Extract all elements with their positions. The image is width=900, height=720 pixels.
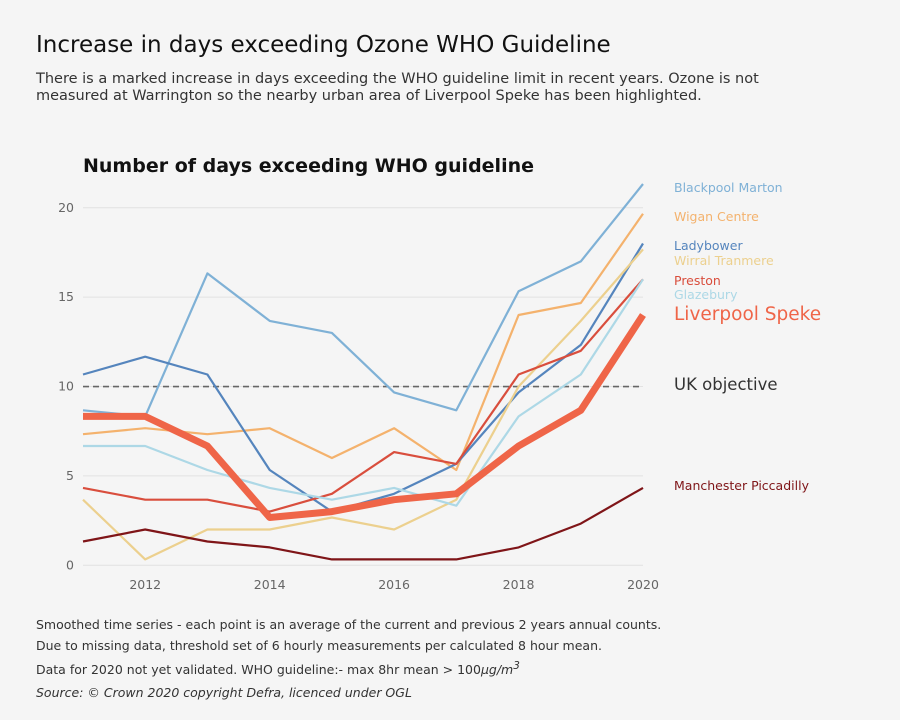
series-lines (82, 183, 646, 561)
series-label-preston: Preston (674, 273, 721, 288)
series-line-blackpool-marton (82, 183, 644, 418)
footnote-smoothing: Smoothed time series - each point is an … (36, 617, 662, 632)
source-credit: Source: © Crown 2020 copyright Defra, li… (36, 685, 412, 701)
series-label-liverpool-speke: Liverpool Speke (674, 304, 821, 325)
x-tick-label: 2016 (378, 577, 410, 592)
series-label-blackpool-marton: Blackpool Marton (674, 180, 783, 195)
series-line-preston (82, 278, 644, 513)
series-line-wirral-tranmere (82, 248, 644, 561)
page-title: Increase in days exceeding Ozone WHO Gui… (36, 32, 611, 58)
series-line-ladybower (82, 242, 644, 513)
y-tick-label: 0 (66, 557, 74, 572)
x-axis-ticks: 2012 2014 2016 2018 2020 (129, 577, 659, 592)
series-line-wigan-centre (82, 213, 644, 472)
page-subtitle: There is a marked increase in days excee… (36, 71, 759, 104)
series-line-liverpool-speke (83, 313, 646, 521)
footnote-guideline: Data for 2020 not yet validated. WHO gui… (36, 656, 661, 680)
y-tick-label: 20 (58, 200, 74, 215)
footnote-unit: μg/m (480, 662, 514, 678)
y-axis-ticks: 0 5 10 15 20 (58, 200, 74, 573)
series-label-manchester-piccadilly: Manchester Piccadilly (674, 478, 810, 493)
y-tick-label: 15 (58, 289, 74, 304)
chart-footnotes: Smoothed time series - each point is an … (36, 614, 661, 703)
x-tick-label: 2020 (627, 577, 659, 592)
y-tick-label: 5 (66, 468, 74, 483)
x-tick-label: 2018 (503, 577, 535, 592)
x-tick-label: 2014 (254, 577, 286, 592)
footnote-unit-exponent: 3 (513, 660, 520, 672)
series-line-glazebury (83, 278, 644, 507)
series-label-wirral-tranmere: Wirral Tranmere (674, 253, 774, 268)
series-line-manchester-piccadilly (82, 486, 644, 561)
y-tick-label: 10 (58, 379, 74, 394)
footnote-guideline-text: Data for 2020 not yet validated. WHO gui… (36, 662, 481, 678)
series-label-wigan-centre: Wigan Centre (674, 209, 759, 224)
x-tick-label: 2012 (129, 577, 161, 592)
series-label-ladybower: Ladybower (674, 238, 743, 253)
footnote-threshold: Due to missing data, threshold set of 6 … (36, 638, 602, 653)
series-labels: Blackpool Marton Wigan Centre LadybowerWir… (674, 180, 821, 493)
chart-title: Number of days exceeding WHO guideline (83, 155, 534, 177)
series-label-glazebury: Glazebury (674, 287, 738, 302)
reference-line-label: UK objective (674, 375, 778, 394)
